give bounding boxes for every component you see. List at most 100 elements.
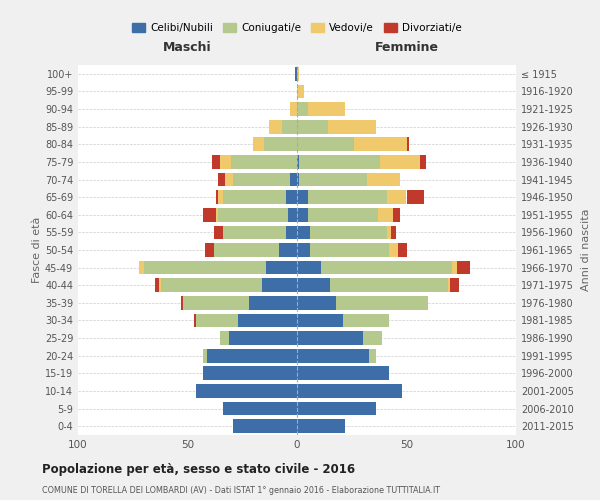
Bar [220,331,229,345]
Bar [194,314,196,328]
Bar [262,278,297,292]
Bar [266,260,297,274]
Text: COMUNE DI TORELLA DEI LOMBARDI (AV) - Dati ISTAT 1° gennaio 2016 - Elaborazione : COMUNE DI TORELLA DEI LOMBARDI (AV) - Da… [42,486,440,495]
Bar [297,208,308,222]
Bar [225,172,233,186]
Bar [297,349,369,362]
Bar [144,260,266,274]
Bar [297,384,402,398]
Bar [264,138,297,151]
Bar [233,172,290,186]
Bar [407,190,424,204]
Bar [216,208,218,222]
Text: Maschi: Maschi [163,42,212,54]
Text: Popolazione per età, sesso e stato civile - 2016: Popolazione per età, sesso e stato civil… [42,462,355,475]
Text: Femmine: Femmine [374,42,439,54]
Bar [398,243,407,257]
Bar [183,296,249,310]
Bar [249,296,297,310]
Bar [354,138,407,151]
Bar [212,155,220,169]
Bar [362,331,382,345]
Bar [196,314,238,328]
Bar [387,190,407,204]
Bar [299,155,380,169]
Bar [218,190,223,204]
Bar [286,226,297,239]
Bar [290,172,297,186]
Bar [232,155,297,169]
Bar [196,384,297,398]
Bar [308,190,387,204]
Bar [155,278,159,292]
Bar [419,155,426,169]
Bar [308,102,345,116]
Bar [218,172,225,186]
Bar [223,190,286,204]
Bar [308,208,378,222]
Bar [297,260,321,274]
Bar [297,172,299,186]
Bar [295,67,297,80]
Bar [229,331,297,345]
Bar [297,314,343,328]
Bar [223,226,286,239]
Bar [203,349,207,362]
Bar [337,296,428,310]
Bar [297,243,310,257]
Bar [378,208,394,222]
Bar [297,402,376,415]
Bar [450,278,459,292]
Bar [387,226,391,239]
Bar [288,208,297,222]
Bar [330,278,448,292]
Bar [367,172,400,186]
Bar [297,84,304,98]
Bar [139,260,144,274]
Bar [297,278,330,292]
Bar [321,260,452,274]
Bar [297,67,299,80]
Bar [297,190,308,204]
Bar [369,349,376,362]
Bar [394,208,400,222]
Bar [214,226,223,239]
Bar [389,243,398,257]
Bar [218,208,288,222]
Bar [297,296,337,310]
Bar [297,155,299,169]
Bar [299,172,367,186]
Bar [280,243,297,257]
Bar [203,366,297,380]
Bar [297,102,308,116]
Bar [281,120,297,134]
Bar [181,296,183,310]
Bar [328,120,376,134]
Bar [286,190,297,204]
Y-axis label: Anni di nascita: Anni di nascita [581,209,590,291]
Bar [343,314,389,328]
Bar [297,138,354,151]
Bar [253,138,264,151]
Bar [290,102,297,116]
Bar [391,226,395,239]
Bar [207,349,297,362]
Bar [310,243,389,257]
Legend: Celibi/Nubili, Coniugati/e, Vedovi/e, Divorziati/e: Celibi/Nubili, Coniugati/e, Vedovi/e, Di… [128,18,466,37]
Bar [297,420,345,433]
Bar [203,208,216,222]
Bar [238,314,297,328]
Bar [159,278,161,292]
Bar [310,226,387,239]
Bar [448,278,450,292]
Bar [457,260,470,274]
Bar [452,260,457,274]
Bar [297,226,310,239]
Bar [161,278,262,292]
Y-axis label: Fasce di età: Fasce di età [32,217,42,283]
Bar [297,366,389,380]
Bar [297,120,328,134]
Bar [205,243,214,257]
Bar [380,155,419,169]
Bar [214,243,280,257]
